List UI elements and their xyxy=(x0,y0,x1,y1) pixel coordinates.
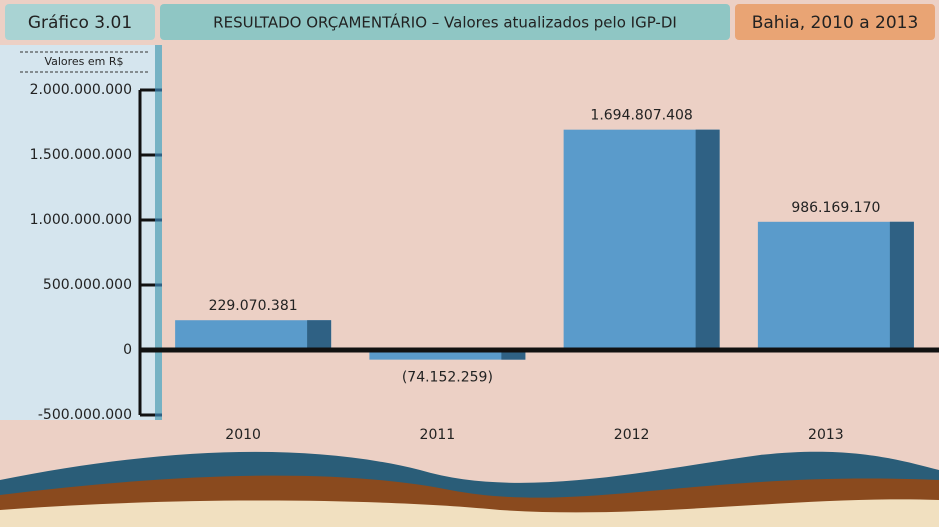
y-tick-label: 0 xyxy=(123,342,132,358)
region-period: Bahia, 2010 a 2013 xyxy=(752,13,919,33)
value-label: (74.152.259) xyxy=(402,370,493,386)
bar-shade xyxy=(696,130,720,350)
unit-label: Valores em R$ xyxy=(44,55,123,68)
chart-number: Gráfico 3.01 xyxy=(28,13,132,33)
value-label: 229.070.381 xyxy=(209,298,298,314)
x-tick-label: 2012 xyxy=(614,427,650,443)
value-label: 986.169.170 xyxy=(791,200,880,216)
axis-panel xyxy=(0,45,155,420)
x-tick-label: 2013 xyxy=(808,427,844,443)
bar-shade xyxy=(307,320,331,350)
y-tick-label: -500.000.000 xyxy=(38,407,132,423)
y-tick-label: 500.000.000 xyxy=(43,277,132,293)
chart-title: RESULTADO ORÇAMENTÁRIO – Valores atualiz… xyxy=(213,13,677,32)
x-tick-label: 2010 xyxy=(225,427,261,443)
y-tick-label: 1.500.000.000 xyxy=(30,147,132,163)
axis-strip xyxy=(155,45,162,420)
x-tick-label: 2011 xyxy=(420,427,456,443)
y-tick-label: 1.000.000.000 xyxy=(30,212,132,228)
bar-shade xyxy=(890,222,914,350)
value-label: 1.694.807.408 xyxy=(590,108,692,124)
y-tick-label: 2.000.000.000 xyxy=(30,82,132,98)
chart: Gráfico 3.01 RESULTADO ORÇAMENTÁRIO – Va… xyxy=(0,0,939,527)
page: {"chart_data": {"type": "bar", "chart_nu… xyxy=(0,0,939,527)
